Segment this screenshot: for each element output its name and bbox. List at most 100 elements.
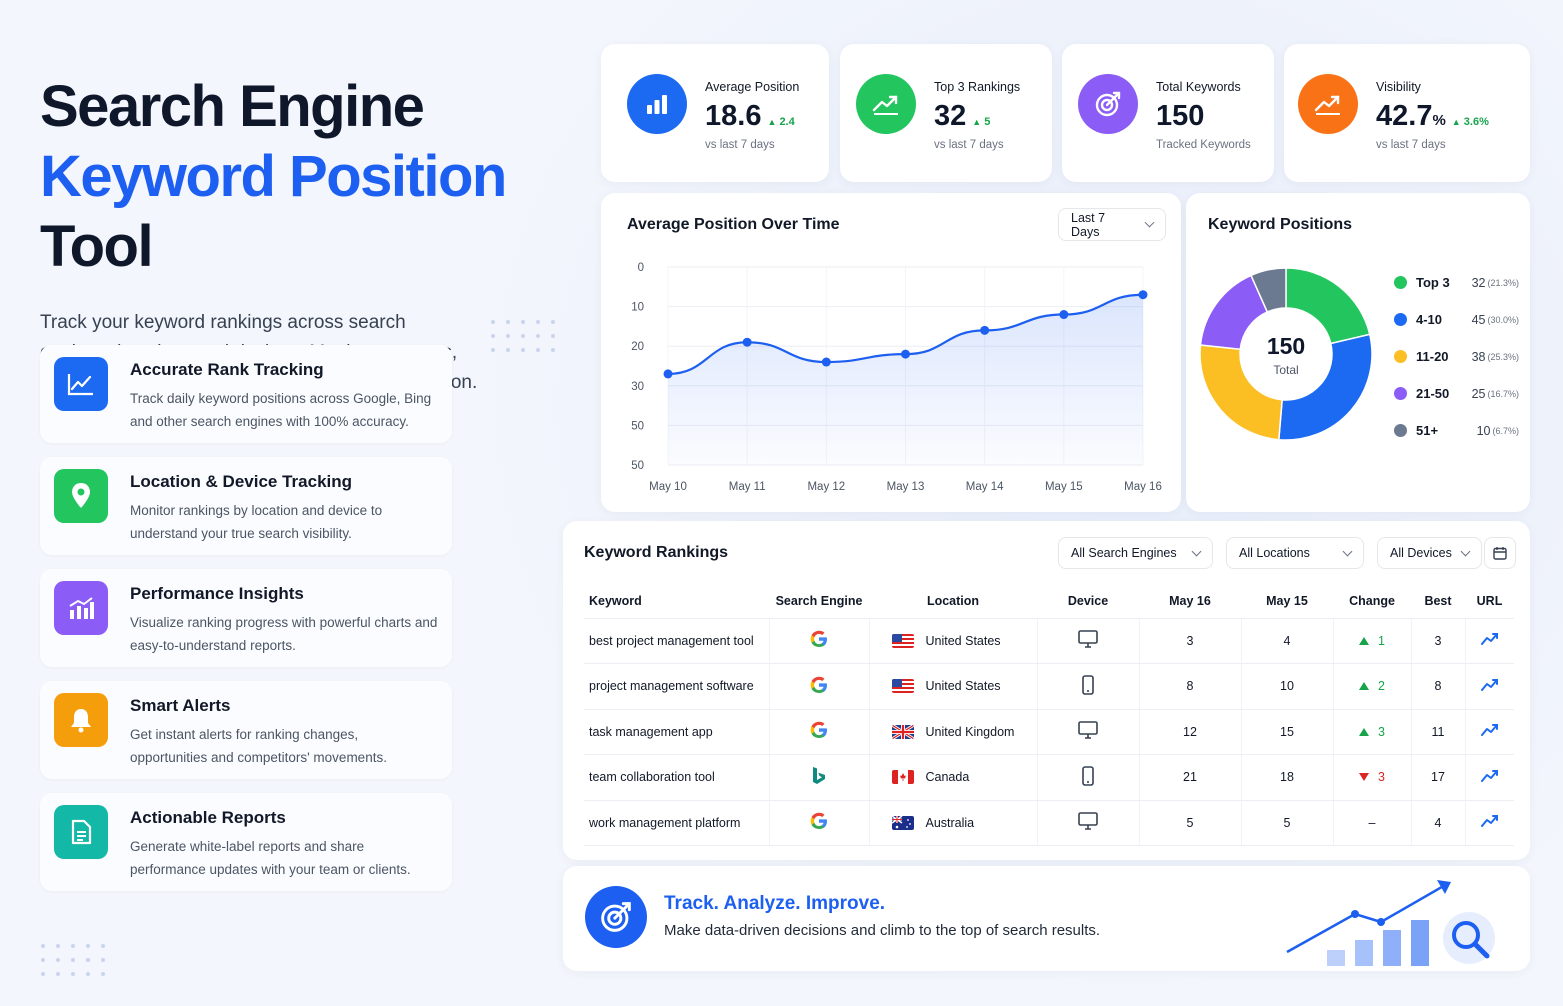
url-cell[interactable] xyxy=(1464,663,1514,710)
desktop-icon xyxy=(1078,630,1098,651)
feature-desc: Track daily keyword positions across Goo… xyxy=(130,391,432,429)
url-cell[interactable] xyxy=(1464,800,1514,846)
donut-center-label: Total xyxy=(1273,363,1299,377)
column-header[interactable]: Change xyxy=(1333,584,1411,619)
feature-card: Location & Device Tracking Monitor rankin… xyxy=(40,457,452,555)
best-cell: 11 xyxy=(1410,709,1465,755)
document-icon xyxy=(54,805,108,859)
column-header[interactable]: Device xyxy=(1037,584,1139,619)
url-cell[interactable] xyxy=(1464,709,1514,755)
location-name: Canada xyxy=(925,770,970,785)
stat-sub: Tracked Keywords xyxy=(1156,139,1251,151)
date-range-select[interactable]: Last 7 Days xyxy=(1058,208,1166,241)
change-value: 1 xyxy=(1378,633,1385,648)
legend-item: 51+ 10 (6.7%) xyxy=(1394,423,1519,438)
map-pin-icon xyxy=(54,469,108,523)
table-row[interactable]: work management platform Australia 5 5 – 4 xyxy=(584,800,1514,846)
y-tick-label: 50 xyxy=(631,420,644,432)
url-cell[interactable] xyxy=(1464,754,1514,801)
chevron-down-icon xyxy=(1342,546,1353,556)
legend-item: 11-20 38 (25.3%) xyxy=(1394,349,1519,364)
legend-label: 4-10 xyxy=(1416,312,1443,327)
column-header[interactable]: Location xyxy=(869,584,1037,619)
stat-label: Total Keywords xyxy=(1156,80,1241,94)
legend-item: 4-10 45 (30.0%) xyxy=(1394,312,1519,327)
device-cell xyxy=(1036,663,1139,710)
device-cell xyxy=(1036,618,1139,664)
google-icon xyxy=(809,721,829,743)
may15-cell: 5 xyxy=(1240,800,1333,846)
stat-card-top3: Top 3 Rankings 32 ▲ 5 vs last 7 days xyxy=(840,44,1052,182)
calendar-button[interactable] xyxy=(1484,537,1516,569)
chart-line-icon xyxy=(54,357,108,411)
location-filter[interactable]: All Locations xyxy=(1226,537,1364,569)
column-header[interactable]: May 15 xyxy=(1241,584,1333,619)
url-cell[interactable] xyxy=(1464,618,1514,664)
search-engine-filter-value: All Search Engines xyxy=(1071,546,1177,560)
column-header[interactable]: Best xyxy=(1411,584,1465,619)
legend-count: 25 xyxy=(1471,386,1486,401)
chevron-down-icon xyxy=(1460,546,1471,556)
bell-icon xyxy=(54,693,108,747)
location-cell: Canada xyxy=(868,754,1037,801)
location-name: United States xyxy=(925,633,1001,648)
change-cell: 3 xyxy=(1332,709,1411,755)
device-cell xyxy=(1036,709,1139,755)
bar-chart-icon xyxy=(627,74,687,134)
table-row[interactable]: task management app United Kingdom 12 15 3 11 xyxy=(584,709,1514,755)
location-cell: Australia xyxy=(868,800,1037,846)
donut-center-value: 150 xyxy=(1266,333,1306,359)
table-row[interactable]: team collaboration tool Canada 21 18 3 17 xyxy=(584,754,1514,801)
mobile-icon xyxy=(1081,765,1095,789)
legend-dot xyxy=(1394,276,1407,289)
trend-link-icon[interactable] xyxy=(1480,678,1499,695)
stat-delta: 3.6% xyxy=(1463,116,1489,128)
table-row[interactable]: project management software United States… xyxy=(584,663,1514,710)
engine-cell xyxy=(768,754,869,801)
table-row[interactable]: best project management tool United State… xyxy=(584,618,1514,664)
trend-link-icon[interactable] xyxy=(1480,633,1499,649)
stat-label: Top 3 Rankings xyxy=(934,80,1021,94)
change-cell: 2 xyxy=(1332,663,1411,710)
chart-title: Average Position Over Time xyxy=(627,216,840,233)
trend-link-icon[interactable] xyxy=(1480,769,1499,786)
trend-link-icon[interactable] xyxy=(1480,815,1499,831)
search-engine-filter[interactable]: All Search Engines xyxy=(1058,537,1213,569)
rankings-table: Keyword Search Engine Location Device Ma… xyxy=(584,584,1514,846)
location-cell: United Kingdom xyxy=(868,709,1037,755)
feature-desc: Generate white-label reports and share p… xyxy=(130,839,411,877)
trend-link-icon[interactable] xyxy=(1480,724,1499,740)
may15-cell: 4 xyxy=(1240,618,1333,664)
legend-percent: (25.3%) xyxy=(1487,351,1519,362)
legend-dot xyxy=(1394,424,1407,437)
flag-uk-icon xyxy=(891,724,914,739)
column-header[interactable]: URL xyxy=(1465,584,1514,619)
column-header[interactable]: May 16 xyxy=(1139,584,1241,619)
column-header[interactable]: Search Engine xyxy=(769,584,869,619)
legend-dot xyxy=(1394,313,1407,326)
stat-sub: vs last 7 days xyxy=(705,139,775,151)
keyword-cell: project management software xyxy=(584,663,769,710)
device-cell xyxy=(1036,800,1139,846)
feature-title: Performance Insights xyxy=(130,584,304,603)
keyword-positions-donut xyxy=(1199,267,1373,441)
column-header[interactable]: Keyword xyxy=(584,584,769,619)
best-cell: 8 xyxy=(1410,663,1465,710)
legend-percent: (6.7%) xyxy=(1492,425,1519,436)
feature-card: Smart Alerts Get instant alerts for ranki… xyxy=(40,681,452,779)
feature-card: Actionable Reports Generate white-label r… xyxy=(40,793,452,891)
legend-label: 21-50 xyxy=(1416,386,1450,401)
change-value: 3 xyxy=(1378,724,1385,739)
may15-cell: 10 xyxy=(1240,663,1333,710)
location-filter-value: All Locations xyxy=(1239,546,1310,560)
flag-us-icon xyxy=(891,633,914,648)
donut-center: 150 Total xyxy=(1246,333,1326,377)
rankings-title: Keyword Rankings xyxy=(584,544,729,561)
trend-up-icon xyxy=(1298,74,1358,134)
device-filter[interactable]: All Devices xyxy=(1377,537,1482,569)
stat-value: 32 xyxy=(934,100,967,132)
legend-label: 11-20 xyxy=(1416,349,1449,364)
may15-cell: 18 xyxy=(1240,754,1333,801)
stat-card-average-position: Average Position 18.6 ▲ 2.4 vs last 7 day… xyxy=(601,44,829,182)
donut-title: Keyword Positions xyxy=(1208,216,1353,233)
